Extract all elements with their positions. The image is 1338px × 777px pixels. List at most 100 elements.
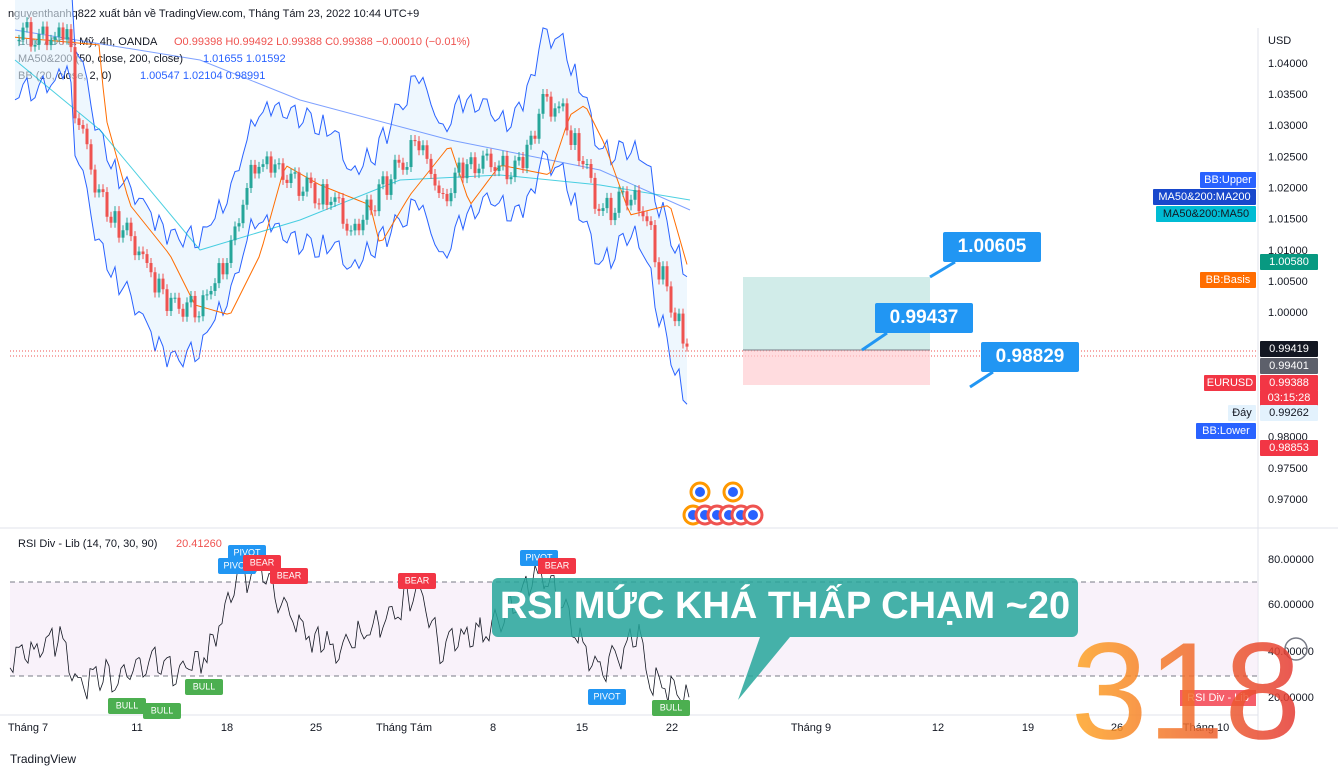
price-unit: USD (1268, 35, 1291, 47)
candle (337, 197, 341, 199)
candle (301, 191, 305, 196)
candle (265, 156, 269, 165)
candle (149, 263, 153, 273)
callout-pointer (861, 331, 888, 352)
candle (153, 272, 157, 293)
bb-upper (71, 0, 688, 278)
axis-badge-text: 0.99401 (1269, 360, 1309, 372)
axis-badge (1196, 423, 1256, 439)
time-label: Tháng 9 (791, 722, 831, 734)
time-label: 25 (310, 722, 322, 734)
candle (565, 103, 569, 131)
attribution: nguyenthanhq822 xuất bản về TradingView.… (8, 8, 419, 20)
settings-icon (1284, 637, 1308, 661)
signal-text: PIVOT (233, 547, 261, 557)
rsi-title: RSI Div - Lib (14, 70, 30, 90) (18, 538, 157, 550)
candle (297, 172, 301, 196)
candle (189, 295, 193, 303)
rsi-value: 20.41260 (176, 538, 222, 550)
time-label: Tháng 7 (8, 722, 48, 734)
candle (277, 163, 281, 165)
candle (393, 159, 397, 180)
candle (625, 191, 629, 206)
time-label: 12 (932, 722, 944, 734)
candle (229, 240, 233, 263)
candle (273, 164, 277, 173)
axis-badge-text: 0.99388 (1269, 377, 1309, 389)
candle (649, 221, 653, 226)
axis-badge (1156, 206, 1256, 222)
candle (409, 140, 413, 168)
signal-tag (108, 698, 146, 714)
candle (437, 185, 441, 194)
event-icon-inner (695, 487, 705, 497)
candle (457, 162, 461, 173)
candle (145, 254, 149, 264)
axis-badge (1260, 440, 1318, 456)
candle (665, 266, 669, 287)
price-tick-label: 0.97000 (1268, 494, 1308, 506)
candle (505, 155, 509, 180)
candle (85, 128, 89, 145)
candle (197, 316, 201, 318)
candle (517, 157, 521, 161)
candle (141, 251, 145, 255)
candle (385, 176, 389, 195)
candle (653, 225, 657, 263)
time-label: Tháng 10 (1183, 722, 1229, 734)
candle (661, 266, 665, 280)
candle (41, 26, 45, 34)
axis-badge (1260, 390, 1318, 406)
candle (345, 223, 349, 231)
axis-badge (1260, 341, 1318, 357)
candle (101, 189, 105, 193)
candle (597, 208, 601, 211)
candle (641, 211, 645, 217)
candle (509, 177, 513, 180)
candle (465, 164, 469, 179)
rsi-tick-label: 20.00000 (1268, 692, 1314, 704)
candle (61, 27, 65, 40)
candle (673, 312, 677, 322)
candle (645, 216, 649, 222)
axis-badge (1228, 405, 1256, 421)
axis-badge-text: BB:Lower (1202, 425, 1250, 437)
candle (609, 197, 613, 221)
candle (593, 177, 597, 209)
footer-brand: TradingView (10, 752, 76, 766)
candle (373, 210, 377, 212)
candle (473, 157, 477, 174)
candle (405, 167, 409, 170)
candle (449, 193, 453, 202)
candle (237, 223, 241, 227)
candle (193, 295, 197, 318)
candle (317, 203, 321, 205)
price-tick-label: 1.02500 (1268, 151, 1308, 163)
signal-text: PIVOT (223, 560, 251, 570)
candle (613, 212, 617, 221)
candle (429, 158, 433, 174)
candle (537, 113, 541, 139)
signal-tag (243, 555, 281, 571)
candle (585, 164, 589, 166)
candle (413, 140, 417, 142)
callout-text: 1.00605 (958, 236, 1027, 257)
candle (557, 106, 561, 109)
candle (117, 211, 121, 238)
candle (349, 230, 353, 232)
axis-badge-text: Đáy (1232, 407, 1252, 419)
price-tick-label: 1.01000 (1268, 245, 1308, 257)
candle (341, 198, 345, 224)
callout (981, 342, 1079, 372)
price-tick-label: 1.00000 (1268, 307, 1308, 319)
axis-badge (1153, 189, 1256, 205)
axis-badge (1200, 172, 1256, 188)
price-tick-label: 1.01500 (1268, 214, 1308, 226)
candle (601, 208, 605, 211)
candle (605, 197, 609, 209)
axis-badge (1260, 358, 1318, 374)
candle (105, 192, 109, 217)
candle (113, 211, 117, 223)
candle (321, 184, 325, 205)
candle (469, 157, 473, 165)
